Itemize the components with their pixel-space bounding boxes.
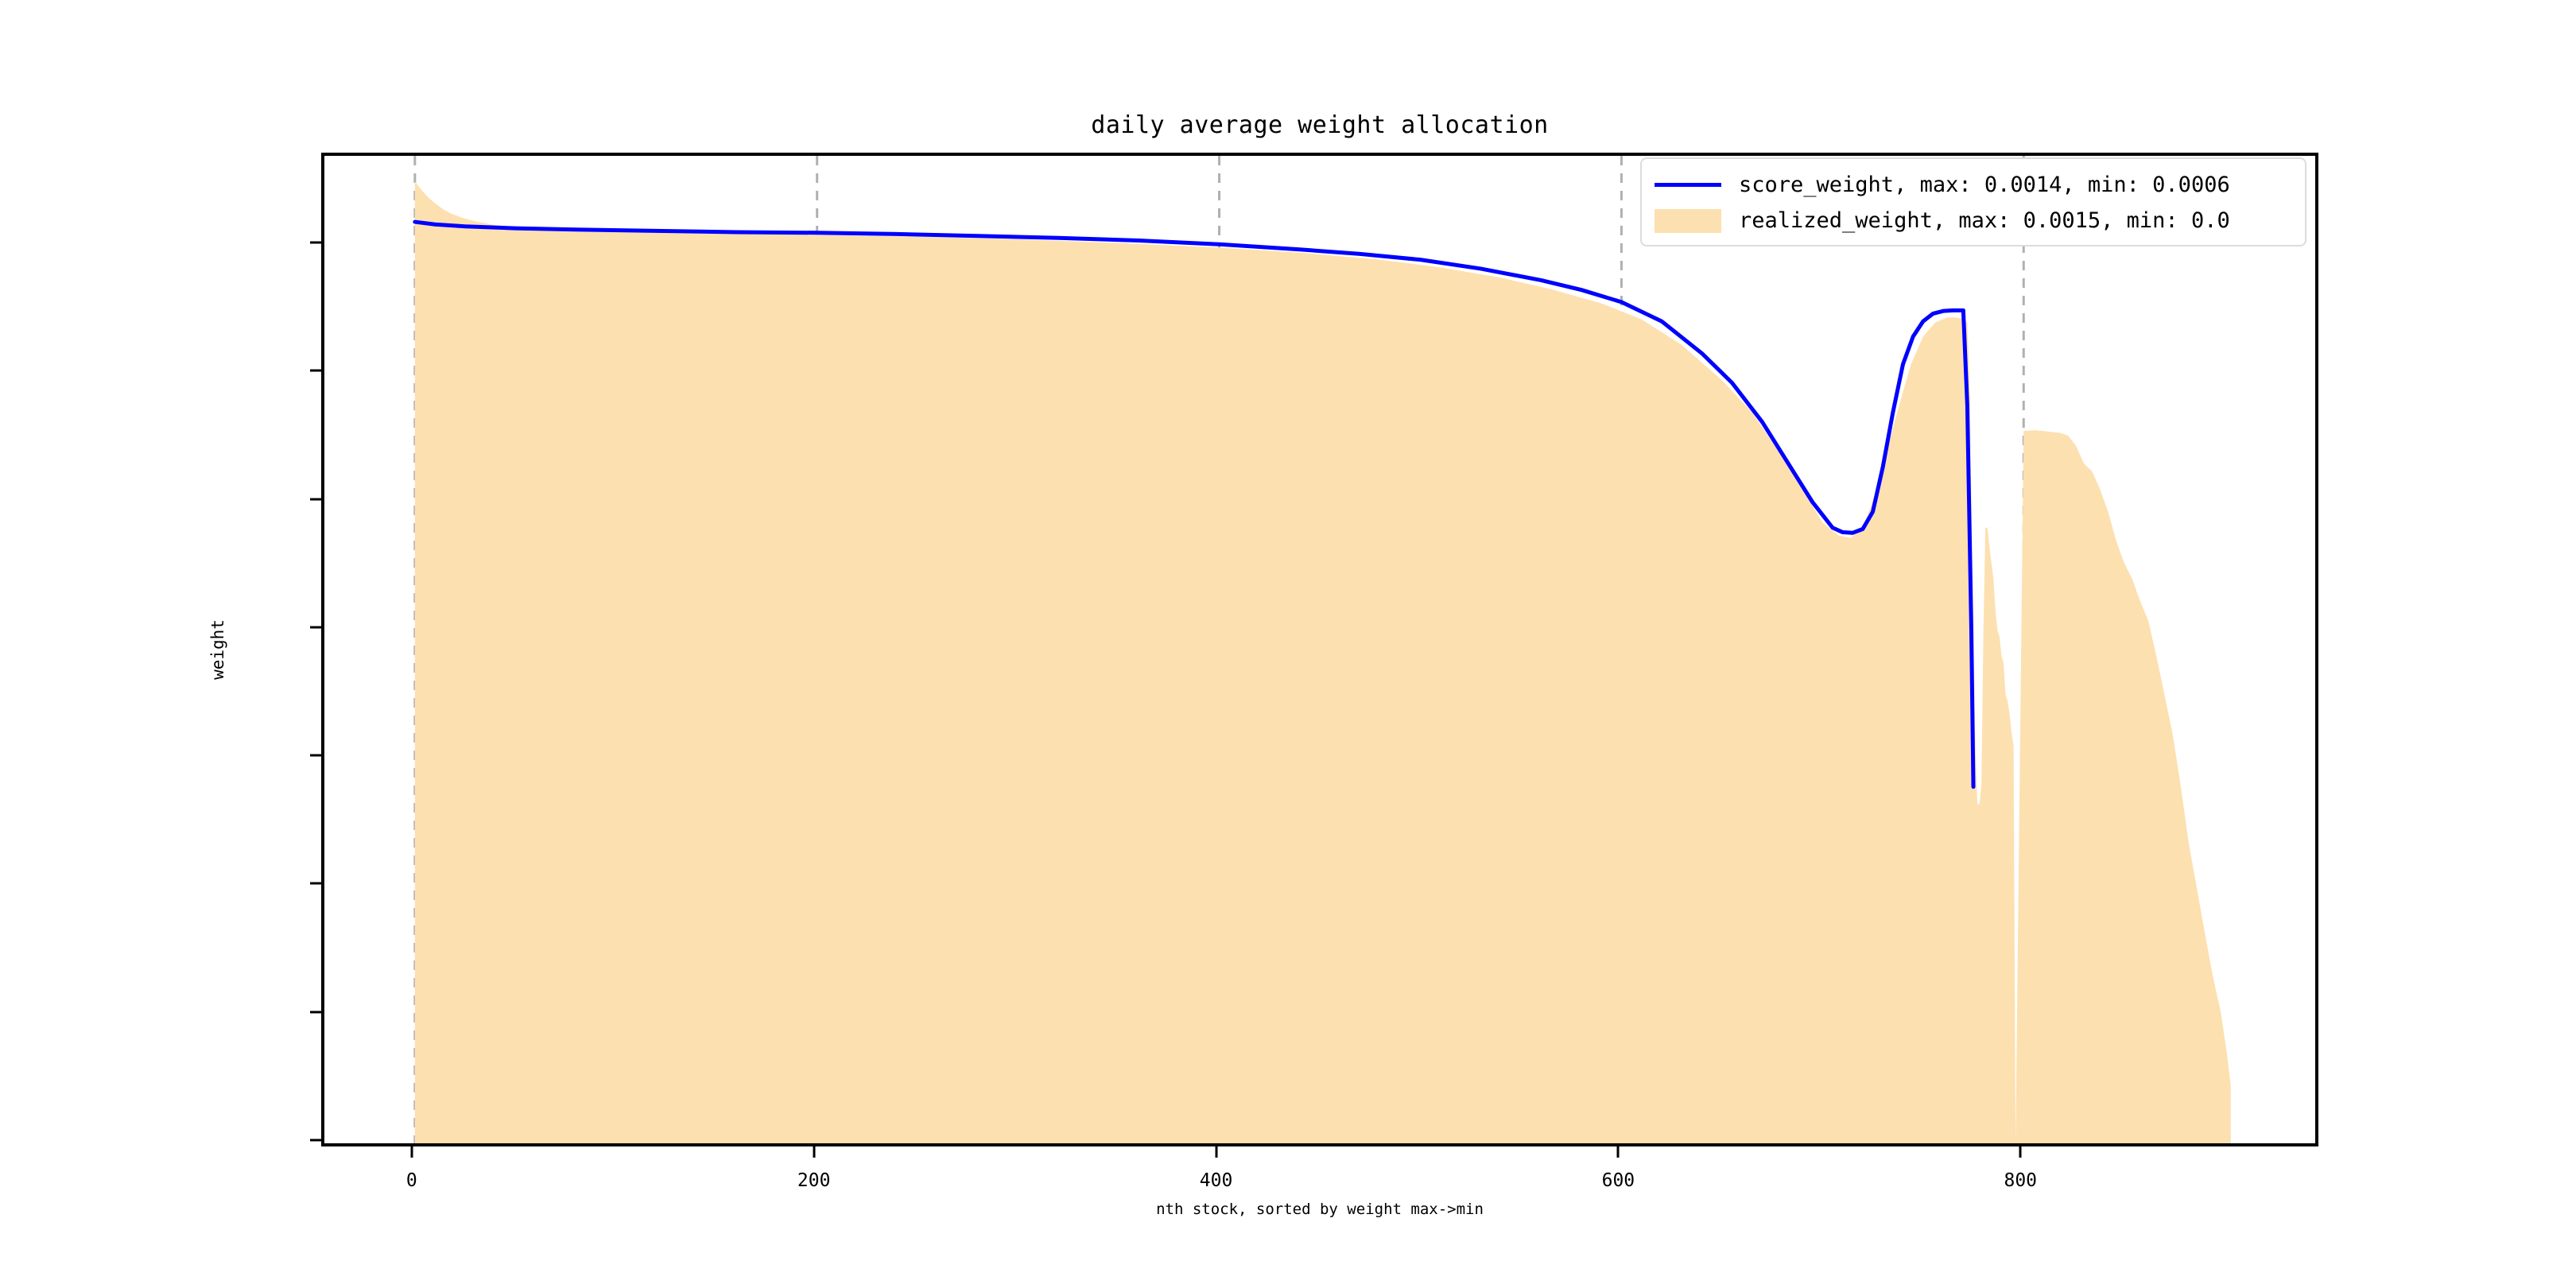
- y-tick-mark-0.0014: [310, 241, 321, 244]
- y-tick-mark-0.0002: [310, 1011, 321, 1014]
- x-tick-mark-400: [1215, 1146, 1218, 1158]
- legend-item-score-weight[interactable]: score_weight, max: 0.0014, min: 0.0006: [1655, 167, 2292, 203]
- x-tick-mark-200: [813, 1146, 816, 1158]
- x-tick-mark-600: [1616, 1146, 1620, 1158]
- y-tick-mark-0.0004: [310, 882, 321, 885]
- y-axis-label: weight: [208, 619, 227, 680]
- x-tick-label-800: 800: [2004, 1170, 2038, 1191]
- x-tick-label-0: 0: [405, 1170, 417, 1191]
- legend-label-score-weight: score_weight, max: 0.0014, min: 0.0006: [1739, 173, 2230, 197]
- y-tick-mark-0.0012: [310, 369, 321, 372]
- x-tick-mark-0: [410, 1146, 413, 1158]
- area-swatch-icon: [1655, 208, 1721, 233]
- y-tick-mark-0.0000: [310, 1139, 321, 1142]
- x-tick-label-400: 400: [1199, 1170, 1233, 1191]
- legend-item-realized-weight[interactable]: realized_weight, max: 0.0015, min: 0.0: [1655, 203, 2292, 239]
- x-axis-label: nth stock, sorted by weight max->min: [1156, 1201, 1484, 1218]
- x-tick-label-600: 600: [1601, 1170, 1635, 1191]
- y-tick-mark-0.0010: [310, 498, 321, 500]
- plot-area: [321, 153, 2318, 1146]
- score-weight-line: [413, 219, 1976, 789]
- line-swatch-icon: [1655, 183, 1721, 187]
- y-tick-mark-0.0008: [310, 626, 321, 629]
- x-tick-label-200: 200: [797, 1170, 831, 1191]
- realized-weight-area: [414, 181, 2231, 1143]
- legend-label-realized-weight: realized_weight, max: 0.0015, min: 0.0: [1739, 208, 2230, 233]
- chart-title: daily average weight allocation: [1091, 111, 1549, 139]
- plot-svg: [413, 156, 2231, 1143]
- y-tick-mark-0.0006: [310, 754, 321, 757]
- x-tick-mark-800: [2019, 1146, 2022, 1158]
- chart-legend[interactable]: score_weight, max: 0.0014, min: 0.0006 r…: [1640, 157, 2306, 246]
